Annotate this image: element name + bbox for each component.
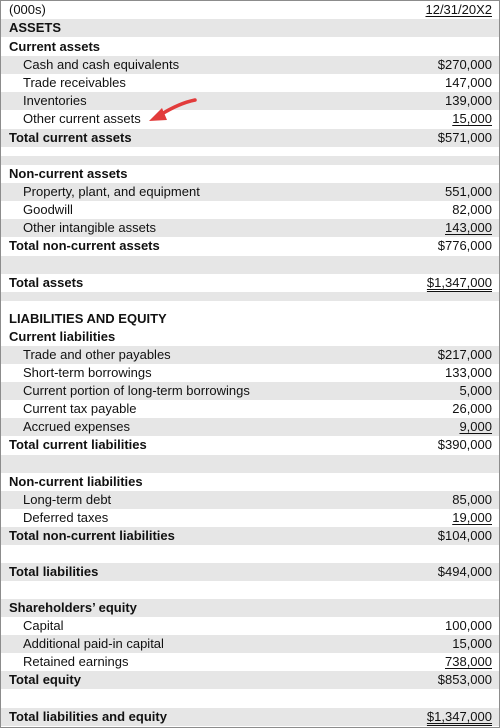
line-item-label: Additional paid-in capital bbox=[23, 636, 164, 651]
line-item-value: 133,000 bbox=[445, 365, 492, 380]
total-value: $853,000 bbox=[437, 672, 492, 687]
noncurrent-liabilities-heading-row: Non-current liabilities bbox=[1, 473, 499, 491]
table-row: Capital 100,000 bbox=[1, 617, 499, 635]
table-row: Goodwill 82,000 bbox=[1, 201, 499, 219]
total-label: Total assets bbox=[9, 275, 84, 290]
table-row: Other intangible assets 143,000 bbox=[1, 219, 499, 237]
line-item-label: Short-term borrowings bbox=[23, 365, 152, 380]
line-item-label: Current tax payable bbox=[23, 401, 137, 416]
total-label: Total equity bbox=[9, 672, 81, 687]
line-item-label: Trade and other payables bbox=[23, 347, 171, 362]
units-label: (000s) bbox=[9, 2, 46, 17]
spacer-row bbox=[1, 256, 499, 274]
total-value: $571,000 bbox=[437, 130, 492, 145]
total-label: Total non-current liabilities bbox=[9, 528, 175, 543]
line-item-value: 738,000 bbox=[445, 654, 492, 669]
total-noncurrent-assets-row: Total non-current assets $776,000 bbox=[1, 237, 499, 255]
line-item-label: Other current assets bbox=[23, 111, 141, 126]
assets-heading-row: ASSETS bbox=[1, 19, 499, 37]
header-row: (000s) 12/31/20X2 bbox=[1, 1, 499, 19]
table-row: Long-term debt 85,000 bbox=[1, 491, 499, 509]
line-item-label: Capital bbox=[23, 618, 64, 633]
total-value: $104,000 bbox=[437, 528, 492, 543]
total-value: $776,000 bbox=[437, 238, 492, 253]
total-value: $1,347,000 bbox=[426, 709, 492, 724]
line-item-value: 147,000 bbox=[445, 75, 492, 90]
total-liabilities-equity-row: Total liabilities and equity $1,347,000 bbox=[1, 708, 499, 726]
table-row: Deferred taxes 19,000 bbox=[1, 509, 499, 527]
line-item-value: 85,000 bbox=[452, 492, 492, 507]
table-row: Cash and cash equivalents $270,000 bbox=[1, 56, 499, 74]
liabilities-equity-heading-row: LIABILITIES AND EQUITY bbox=[1, 310, 499, 328]
noncurrent-liabilities-heading: Non-current liabilities bbox=[9, 474, 143, 489]
table-row: Inventories 139,000 bbox=[1, 92, 499, 110]
spacer-row bbox=[1, 689, 499, 707]
current-assets-heading: Current assets bbox=[9, 39, 101, 54]
line-item-label: Cash and cash equivalents bbox=[23, 57, 180, 72]
red-arrow-icon bbox=[149, 98, 197, 121]
liabilities-equity-heading: LIABILITIES AND EQUITY bbox=[9, 311, 167, 326]
statement-date: 12/31/20X2 bbox=[425, 2, 492, 17]
line-item-value: 19,000 bbox=[452, 510, 492, 525]
line-item-label: Long-term debt bbox=[23, 492, 112, 507]
table-row: Other current assets 15,000 bbox=[1, 110, 499, 128]
table-row: Trade receivables 147,000 bbox=[1, 74, 499, 92]
spacer-row bbox=[1, 581, 499, 599]
total-label: Total liabilities and equity bbox=[9, 709, 167, 724]
line-item-value: 551,000 bbox=[445, 184, 492, 199]
total-label: Total non-current assets bbox=[9, 238, 160, 253]
total-noncurrent-liabilities-row: Total non-current liabilities $104,000 bbox=[1, 527, 499, 545]
line-item-label: Accrued expenses bbox=[23, 419, 130, 434]
current-assets-heading-row: Current assets bbox=[1, 38, 499, 56]
assets-heading: ASSETS bbox=[9, 20, 62, 35]
line-item-value: 5,000 bbox=[459, 383, 492, 398]
spacer-row bbox=[1, 545, 499, 563]
table-row: Accrued expenses 9,000 bbox=[1, 418, 499, 436]
table-row: Trade and other payables $217,000 bbox=[1, 346, 499, 364]
table-row: Additional paid-in capital 15,000 bbox=[1, 635, 499, 653]
line-item-value: 15,000 bbox=[452, 111, 492, 126]
line-item-label: Retained earnings bbox=[23, 654, 129, 669]
line-item-value: 100,000 bbox=[445, 618, 492, 633]
line-item-value: $217,000 bbox=[437, 347, 492, 362]
table-row: Property, plant, and equipment 551,000 bbox=[1, 183, 499, 201]
line-item-label: Inventories bbox=[23, 93, 87, 108]
total-current-liabilities-row: Total current liabilities $390,000 bbox=[1, 436, 499, 454]
total-value: $1,347,000 bbox=[426, 275, 492, 290]
line-item-label: Deferred taxes bbox=[23, 510, 109, 525]
total-value: $494,000 bbox=[437, 564, 492, 579]
line-item-label: Other intangible assets bbox=[23, 220, 156, 235]
line-item-value: 139,000 bbox=[445, 93, 492, 108]
spacer-row bbox=[1, 455, 499, 473]
line-item-value: 82,000 bbox=[452, 202, 492, 217]
total-label: Total current assets bbox=[9, 130, 132, 145]
line-item-value: 9,000 bbox=[459, 419, 492, 434]
current-liabilities-heading-row: Current liabilities bbox=[1, 328, 499, 346]
total-label: Total liabilities bbox=[9, 564, 99, 579]
line-item-value: 15,000 bbox=[452, 636, 492, 651]
current-liabilities-heading: Current liabilities bbox=[9, 329, 116, 344]
line-item-label: Property, plant, and equipment bbox=[23, 184, 200, 199]
noncurrent-assets-heading-row: Non-current assets bbox=[1, 165, 499, 183]
table-row: Current tax payable 26,000 bbox=[1, 400, 499, 418]
table-row: Short-term borrowings 133,000 bbox=[1, 364, 499, 382]
total-value: $390,000 bbox=[437, 437, 492, 452]
equity-heading: Shareholders’ equity bbox=[9, 600, 137, 615]
line-item-label: Trade receivables bbox=[23, 75, 126, 90]
total-current-assets-row: Total current assets $571,000 bbox=[1, 129, 499, 147]
line-item-label: Current portion of long-term borrowings bbox=[23, 383, 250, 398]
table-row: Current portion of long-term borrowings … bbox=[1, 382, 499, 400]
table-row: Retained earnings 738,000 bbox=[1, 653, 499, 671]
line-item-value: 143,000 bbox=[445, 220, 492, 235]
line-item-value: 26,000 bbox=[452, 401, 492, 416]
noncurrent-assets-heading: Non-current assets bbox=[9, 166, 128, 181]
total-label: Total current liabilities bbox=[9, 437, 147, 452]
line-item-value: $270,000 bbox=[437, 57, 492, 72]
total-liabilities-row: Total liabilities $494,000 bbox=[1, 563, 499, 581]
equity-heading-row: Shareholders’ equity bbox=[1, 599, 499, 617]
total-equity-row: Total equity $853,000 bbox=[1, 671, 499, 689]
total-assets-row: Total assets $1,347,000 bbox=[1, 274, 499, 292]
line-item-label: Goodwill bbox=[23, 202, 73, 217]
